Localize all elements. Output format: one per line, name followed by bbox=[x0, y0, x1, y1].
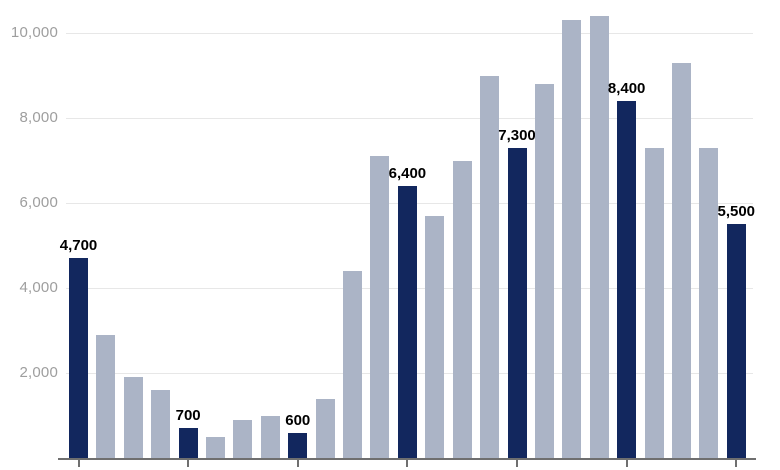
bar bbox=[644, 147, 664, 458]
bar-highlighted: 4,700 bbox=[60, 237, 97, 467]
bar bbox=[534, 84, 554, 458]
bar bbox=[370, 156, 390, 458]
bar bbox=[343, 271, 363, 458]
bar bbox=[671, 62, 691, 458]
data-label: 7,300 bbox=[498, 126, 536, 144]
data-label: 5,500 bbox=[717, 203, 756, 221]
x-axis-tick bbox=[625, 460, 628, 467]
data-label: 700 bbox=[175, 407, 201, 425]
x-axis-tick bbox=[406, 460, 409, 467]
bar-highlighted: 700 bbox=[176, 407, 201, 467]
x-axis-tick bbox=[735, 460, 738, 467]
bar bbox=[260, 415, 280, 458]
bar bbox=[589, 16, 609, 458]
y-axis-tick-label: 10,000 bbox=[10, 24, 58, 41]
x-axis-tick bbox=[77, 460, 80, 467]
bar-highlighted: 7,300 bbox=[498, 127, 536, 467]
bar bbox=[123, 377, 143, 458]
data-label: 4,700 bbox=[59, 237, 98, 255]
gridline bbox=[66, 118, 753, 119]
bar bbox=[452, 160, 472, 458]
bar-highlighted: 5,500 bbox=[717, 203, 755, 467]
data-label: 8,400 bbox=[607, 80, 646, 97]
bar bbox=[96, 334, 116, 458]
bar bbox=[233, 419, 253, 458]
bar bbox=[206, 436, 226, 458]
bar bbox=[562, 20, 582, 458]
bar bbox=[315, 398, 335, 458]
y-axis-tick-label: 4,000 bbox=[19, 279, 58, 296]
gridline bbox=[66, 33, 753, 34]
bar bbox=[151, 390, 171, 458]
bar-series: 4,700 700 600 6,400 7,300 8,400 5,500 bbox=[60, 0, 755, 467]
y-axis-tick-label: 2,000 bbox=[19, 364, 58, 381]
y-axis-tick-label: 6,000 bbox=[19, 194, 58, 211]
x-axis-tick bbox=[187, 460, 190, 467]
data-label: 600 bbox=[285, 411, 311, 429]
data-label: 6,400 bbox=[388, 165, 427, 182]
x-axis-tick bbox=[516, 460, 518, 467]
bar-highlighted: 8,400 bbox=[608, 80, 645, 467]
bar-highlighted: 6,400 bbox=[389, 165, 426, 467]
bar bbox=[425, 215, 445, 458]
bar bbox=[480, 75, 500, 458]
bar-highlighted: 600 bbox=[285, 412, 310, 467]
x-axis-tick bbox=[296, 460, 299, 467]
plot-area: 4,700 700 600 6,400 7,300 8,400 5,500 bbox=[58, 0, 756, 467]
y-axis-tick-label: 8,000 bbox=[19, 109, 58, 126]
bar bbox=[699, 147, 719, 458]
